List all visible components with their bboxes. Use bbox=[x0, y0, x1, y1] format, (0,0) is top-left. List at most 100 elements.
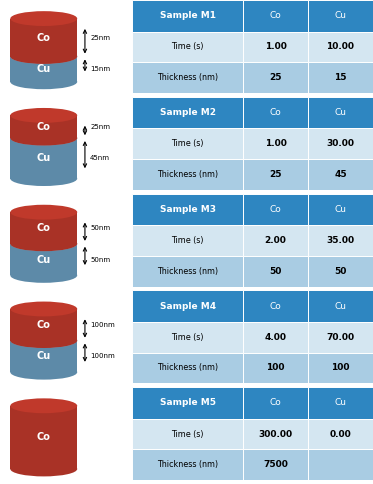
Text: Cu: Cu bbox=[335, 108, 347, 117]
Text: Co: Co bbox=[37, 320, 51, 330]
Ellipse shape bbox=[10, 462, 77, 476]
FancyBboxPatch shape bbox=[243, 322, 308, 353]
Ellipse shape bbox=[10, 131, 77, 146]
Text: 50: 50 bbox=[269, 267, 282, 276]
Text: 100: 100 bbox=[266, 363, 285, 373]
Text: Sample M2: Sample M2 bbox=[160, 108, 216, 117]
Ellipse shape bbox=[10, 302, 77, 317]
FancyBboxPatch shape bbox=[243, 290, 308, 322]
Text: Thickness (nm): Thickness (nm) bbox=[157, 267, 218, 276]
FancyBboxPatch shape bbox=[308, 387, 373, 419]
Text: 7500: 7500 bbox=[263, 460, 288, 469]
Ellipse shape bbox=[10, 268, 77, 283]
Text: Co: Co bbox=[270, 205, 282, 214]
Text: 45: 45 bbox=[334, 170, 347, 179]
FancyBboxPatch shape bbox=[243, 0, 308, 31]
Ellipse shape bbox=[10, 11, 77, 26]
FancyBboxPatch shape bbox=[308, 97, 373, 128]
Text: 300.00: 300.00 bbox=[258, 430, 293, 439]
Text: Co: Co bbox=[37, 122, 51, 132]
Ellipse shape bbox=[10, 236, 77, 251]
Ellipse shape bbox=[10, 365, 77, 379]
Ellipse shape bbox=[10, 333, 77, 348]
Text: 15nm: 15nm bbox=[90, 66, 110, 72]
FancyBboxPatch shape bbox=[308, 31, 373, 62]
Text: 1.00: 1.00 bbox=[264, 43, 286, 51]
Text: 15: 15 bbox=[334, 73, 347, 82]
Text: Time (s): Time (s) bbox=[172, 43, 204, 51]
Text: Thickness (nm): Thickness (nm) bbox=[157, 73, 218, 82]
Text: 100nm: 100nm bbox=[90, 322, 115, 328]
FancyBboxPatch shape bbox=[243, 194, 308, 225]
FancyBboxPatch shape bbox=[132, 322, 243, 353]
FancyBboxPatch shape bbox=[243, 225, 308, 256]
FancyBboxPatch shape bbox=[132, 62, 243, 93]
FancyBboxPatch shape bbox=[308, 419, 373, 450]
FancyBboxPatch shape bbox=[308, 225, 373, 256]
FancyBboxPatch shape bbox=[308, 159, 373, 190]
Ellipse shape bbox=[10, 236, 77, 251]
FancyBboxPatch shape bbox=[132, 290, 243, 322]
Ellipse shape bbox=[10, 108, 77, 123]
Ellipse shape bbox=[10, 205, 77, 220]
Text: Time (s): Time (s) bbox=[172, 139, 204, 148]
Text: Time (s): Time (s) bbox=[172, 430, 204, 439]
Text: 50nm: 50nm bbox=[90, 225, 110, 231]
Ellipse shape bbox=[10, 49, 77, 64]
Text: Thickness (nm): Thickness (nm) bbox=[157, 363, 218, 373]
FancyBboxPatch shape bbox=[243, 353, 308, 383]
Text: Cu: Cu bbox=[37, 64, 51, 74]
Text: Co: Co bbox=[270, 302, 282, 311]
FancyBboxPatch shape bbox=[243, 159, 308, 190]
Polygon shape bbox=[10, 212, 77, 244]
Text: Co: Co bbox=[270, 11, 282, 20]
Text: 50nm: 50nm bbox=[90, 257, 110, 263]
Text: Sample M1: Sample M1 bbox=[160, 11, 216, 20]
Text: 1.00: 1.00 bbox=[264, 139, 286, 148]
FancyBboxPatch shape bbox=[308, 194, 373, 225]
FancyBboxPatch shape bbox=[308, 290, 373, 322]
Polygon shape bbox=[10, 341, 77, 372]
Text: 50: 50 bbox=[334, 267, 347, 276]
Text: 0.00: 0.00 bbox=[330, 430, 351, 439]
Text: 10.00: 10.00 bbox=[326, 43, 354, 51]
FancyBboxPatch shape bbox=[308, 0, 373, 31]
Text: 4.00: 4.00 bbox=[264, 333, 286, 342]
Polygon shape bbox=[10, 115, 77, 138]
Text: Thickness (nm): Thickness (nm) bbox=[157, 170, 218, 179]
Ellipse shape bbox=[10, 171, 77, 186]
Text: Sample M4: Sample M4 bbox=[160, 302, 216, 311]
FancyBboxPatch shape bbox=[132, 159, 243, 190]
FancyBboxPatch shape bbox=[132, 353, 243, 383]
FancyBboxPatch shape bbox=[132, 128, 243, 159]
FancyBboxPatch shape bbox=[243, 387, 308, 419]
FancyBboxPatch shape bbox=[132, 450, 243, 480]
Text: 25nm: 25nm bbox=[90, 124, 110, 130]
FancyBboxPatch shape bbox=[308, 353, 373, 383]
Ellipse shape bbox=[10, 131, 77, 146]
FancyBboxPatch shape bbox=[308, 322, 373, 353]
Text: Cu: Cu bbox=[335, 11, 347, 20]
FancyBboxPatch shape bbox=[308, 450, 373, 480]
FancyBboxPatch shape bbox=[132, 31, 243, 62]
Text: Sample M3: Sample M3 bbox=[160, 205, 216, 214]
FancyBboxPatch shape bbox=[132, 419, 243, 450]
Ellipse shape bbox=[10, 398, 77, 413]
FancyBboxPatch shape bbox=[132, 194, 243, 225]
Text: 100nm: 100nm bbox=[90, 353, 115, 360]
Ellipse shape bbox=[10, 75, 77, 89]
FancyBboxPatch shape bbox=[243, 128, 308, 159]
FancyBboxPatch shape bbox=[308, 62, 373, 93]
FancyBboxPatch shape bbox=[308, 128, 373, 159]
Text: Time (s): Time (s) bbox=[172, 236, 204, 245]
Text: Sample M5: Sample M5 bbox=[160, 398, 216, 408]
FancyBboxPatch shape bbox=[308, 256, 373, 287]
Text: 25: 25 bbox=[269, 170, 282, 179]
Text: Cu: Cu bbox=[37, 351, 51, 362]
FancyBboxPatch shape bbox=[132, 0, 243, 31]
FancyBboxPatch shape bbox=[132, 225, 243, 256]
Text: 100: 100 bbox=[331, 363, 350, 373]
Text: Time (s): Time (s) bbox=[172, 333, 204, 342]
Text: Co: Co bbox=[37, 432, 51, 442]
Polygon shape bbox=[10, 57, 77, 82]
